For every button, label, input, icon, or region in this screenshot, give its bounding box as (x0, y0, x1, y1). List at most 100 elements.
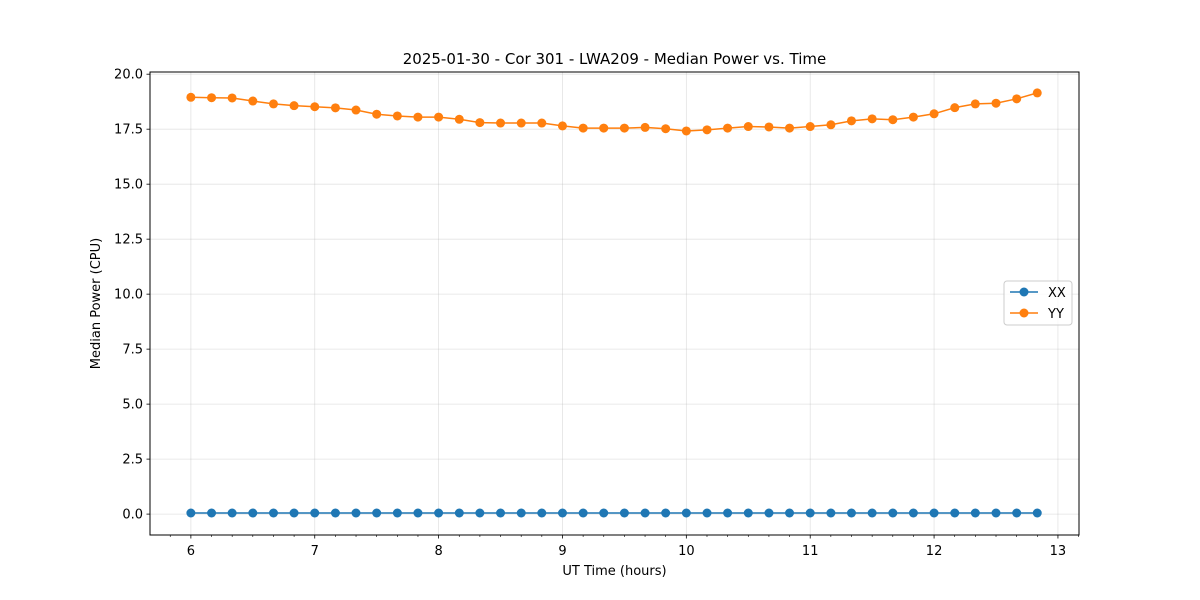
data-point-xx (661, 508, 671, 518)
data-point-yy (785, 123, 795, 133)
data-point-xx (578, 508, 588, 518)
data-point-xx (950, 508, 960, 518)
data-point-xx (496, 508, 506, 518)
data-point-yy (640, 122, 650, 132)
data-point-yy (351, 105, 361, 115)
data-point-xx (723, 508, 733, 518)
x-tick-label: 9 (558, 544, 566, 559)
data-point-yy (599, 123, 609, 133)
data-point-yy (372, 109, 382, 119)
data-point-xx (805, 508, 815, 518)
data-point-yy (723, 123, 733, 133)
data-point-yy (516, 118, 526, 128)
data-point-yy (764, 122, 774, 132)
data-point-yy (1012, 94, 1022, 104)
data-point-xx (454, 508, 464, 518)
data-point-xx (867, 508, 877, 518)
x-tick-label: 11 (802, 544, 819, 559)
data-point-xx (991, 508, 1001, 518)
data-point-xx (516, 508, 526, 518)
data-point-yy (289, 101, 299, 111)
legend-label-xx: XX (1048, 286, 1066, 301)
data-point-xx (619, 508, 629, 518)
data-point-yy (413, 112, 423, 122)
y-tick-label: 7.5 (122, 343, 143, 358)
data-point-yy (434, 112, 444, 122)
x-tick-label: 13 (1050, 544, 1067, 559)
data-point-xx (413, 508, 423, 518)
legend: XX YY (1003, 280, 1073, 326)
data-point-yy (991, 98, 1001, 108)
data-point-xx (351, 508, 361, 518)
data-point-xx (186, 508, 196, 518)
data-point-xx (929, 508, 939, 518)
data-point-xx (743, 508, 753, 518)
data-point-yy (186, 92, 196, 102)
data-point-yy (268, 99, 278, 109)
data-point-xx (289, 508, 299, 518)
data-point-xx (908, 508, 918, 518)
y-tick-label: 5.0 (122, 398, 143, 413)
data-point-yy (661, 124, 671, 134)
data-point-yy (888, 115, 898, 125)
data-point-yy (970, 99, 980, 109)
grid-lines (150, 72, 1079, 535)
data-point-xx (330, 508, 340, 518)
x-tick-label: 6 (187, 544, 195, 559)
data-point-xx (207, 508, 217, 518)
data-point-xx (888, 508, 898, 518)
y-tick-label: 2.5 (122, 453, 143, 468)
data-point-xx (826, 508, 836, 518)
data-point-xx (475, 508, 485, 518)
data-point-xx (310, 508, 320, 518)
legend-marker-xx (1019, 287, 1029, 297)
x-tick-label: 7 (311, 544, 319, 559)
data-point-xx (702, 508, 712, 518)
data-point-yy (475, 118, 485, 128)
data-point-yy (702, 125, 712, 135)
y-tick-label: 15.0 (114, 178, 143, 193)
x-tick-label: 12 (926, 544, 943, 559)
data-point-xx (227, 508, 237, 518)
data-point-xx (681, 508, 691, 518)
data-point-yy (392, 111, 402, 121)
data-point-xx (372, 508, 382, 518)
data-point-yy (207, 93, 217, 103)
data-point-xx (785, 508, 795, 518)
data-point-yy (578, 123, 588, 133)
data-point-yy (537, 118, 547, 128)
data-point-xx (434, 508, 444, 518)
data-point-yy (950, 103, 960, 113)
axis-ticks: 6 7 8 9 10 11 12 13 0.0 2.5 5.0 7.5 10.0 12.5 15.0 17.5… (114, 68, 1079, 559)
data-point-yy (1032, 88, 1042, 98)
data-point-xx (970, 508, 980, 518)
data-point-yy (310, 102, 320, 112)
data-point-yy (826, 120, 836, 130)
data-point-xx (846, 508, 856, 518)
data-point-yy (496, 118, 506, 128)
data-point-xx (599, 508, 609, 518)
series-line-yy (190, 92, 1038, 132)
data-point-xx (392, 508, 402, 518)
y-tick-label: 10.0 (114, 288, 143, 303)
x-tick-label: 10 (678, 544, 695, 559)
data-point-yy (743, 122, 753, 132)
legend-label-yy: YY (1047, 307, 1064, 322)
y-tick-label: 12.5 (114, 233, 143, 248)
data-point-xx (1012, 508, 1022, 518)
data-point-yy (929, 109, 939, 119)
data-point-xx (557, 508, 567, 518)
data-point-yy (248, 96, 258, 106)
data-point-xx (764, 508, 774, 518)
data-point-yy (227, 93, 237, 103)
y-tick-label: 17.5 (114, 123, 143, 138)
data-point-xx (537, 508, 547, 518)
plot-area-frame (149, 71, 1080, 536)
data-point-xx (1032, 508, 1042, 518)
x-tick-label: 8 (434, 544, 442, 559)
x-axis-label: UT Time (hours) (562, 564, 666, 579)
data-point-yy (681, 126, 691, 136)
data-point-xx (248, 508, 258, 518)
y-tick-label: 20.0 (114, 68, 143, 83)
chart-title: 2025-01-30 - Cor 301 - LWA209 - Median P… (403, 50, 827, 68)
